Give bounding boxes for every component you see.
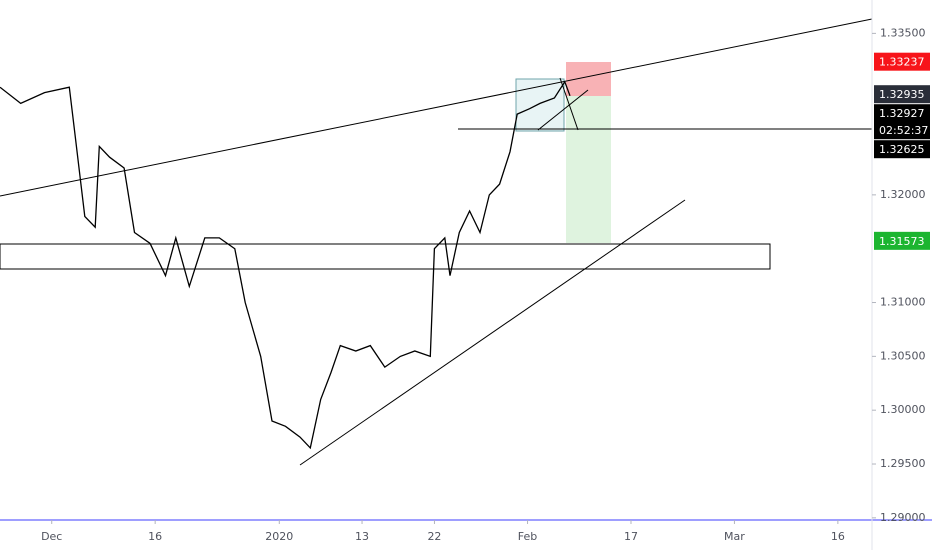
support-zone (0, 243, 771, 270)
y-tick-label: 1.32000 (880, 188, 926, 201)
price-label: 1.31573 (879, 235, 925, 248)
y-tick-label: 1.29000 (880, 511, 926, 524)
price-label: 1.32935 (879, 88, 925, 101)
y-tick-label: 1.31000 (880, 296, 926, 309)
price-label: 1.33237 (879, 56, 925, 69)
price-label-box (874, 52, 930, 71)
trend-line (0, 18, 873, 197)
x-tick-label: 16 (148, 530, 162, 543)
price-label-box (874, 85, 930, 104)
x-tick-label: Feb (518, 530, 537, 543)
x-tick-label: 16 (831, 530, 845, 543)
x-tick-label: 17 (624, 530, 638, 543)
price-label-box (874, 231, 930, 250)
trend-line (299, 199, 686, 466)
x-tick-label: Mar (724, 530, 745, 543)
price-label: 1.32927 (879, 107, 925, 120)
price-label-box (874, 104, 930, 123)
price-line (0, 80, 571, 450)
stop-zone (566, 62, 611, 96)
x-tick-label: 2020 (265, 530, 293, 543)
price-label-box (874, 140, 930, 159)
target-zone (566, 96, 611, 243)
triangle-line (559, 77, 579, 131)
y-tick-label: 1.30500 (880, 349, 926, 362)
y-tick-label: 1.29500 (880, 457, 926, 470)
x-tick-label: 22 (427, 530, 441, 543)
x-tick-label: Dec (41, 530, 62, 543)
y-tick-label: 1.30000 (880, 403, 926, 416)
triangle-line (537, 89, 589, 131)
countdown: 02:52:37 (879, 124, 928, 137)
price-label: 1.32625 (879, 143, 925, 156)
countdown-box (874, 121, 930, 140)
pattern-box (515, 78, 565, 132)
y-tick-label: 1.33500 (880, 26, 926, 39)
x-tick-label: 13 (355, 530, 369, 543)
